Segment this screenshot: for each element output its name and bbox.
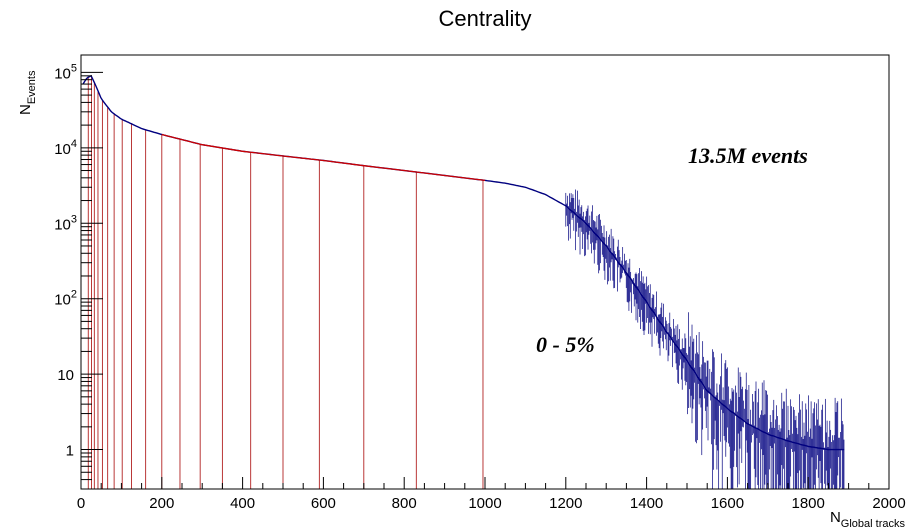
x-tick-label: 2000 [872, 495, 905, 512]
x-axis-ticks: 0 200 400 600 800 1000 1200 1400 1600 1800 2000 [77, 477, 906, 512]
y-axis-label: NEvents [17, 70, 38, 115]
annotation-centrality-bin: 0 - 5% [536, 332, 595, 357]
x-tick-label: 200 [149, 495, 174, 512]
annotation-events: 13.5M events [688, 143, 808, 168]
y-tick-label: 105 [54, 62, 77, 82]
x-axis-label-sub: Global tracks [841, 518, 906, 530]
y-tick-label: 103 [54, 213, 77, 233]
fit-line [161, 133, 486, 182]
x-tick-label: 0 [77, 495, 85, 512]
x-tick-label: 1800 [792, 495, 825, 512]
x-tick-label: 600 [311, 495, 336, 512]
x-tick-label: 1200 [549, 495, 582, 512]
chart-title: Centrality [439, 6, 532, 31]
x-tick-label: 800 [392, 495, 417, 512]
x-axis-label-main: N [830, 509, 841, 526]
y-tick-label: 1 [66, 443, 74, 460]
y-tick-label: 104 [54, 138, 77, 158]
y-tick-label: 10 [57, 367, 74, 384]
series-layer [82, 74, 845, 489]
x-tick-label: 1600 [711, 495, 744, 512]
histogram-line [82, 74, 845, 451]
x-tick-label: 1400 [630, 495, 663, 512]
x-tick-label: 400 [230, 495, 255, 512]
y-tick-label: 102 [54, 289, 77, 309]
y-axis-ticks: 1 10 102 103 104 105 [54, 62, 103, 490]
y-axis-label-sub: Events [26, 70, 38, 104]
y-axis-label-main: N [17, 104, 34, 115]
x-tick-label: 1000 [468, 495, 501, 512]
x-axis-label: NGlobal tracks [830, 509, 906, 530]
centrality-cut-lines [87, 76, 484, 489]
